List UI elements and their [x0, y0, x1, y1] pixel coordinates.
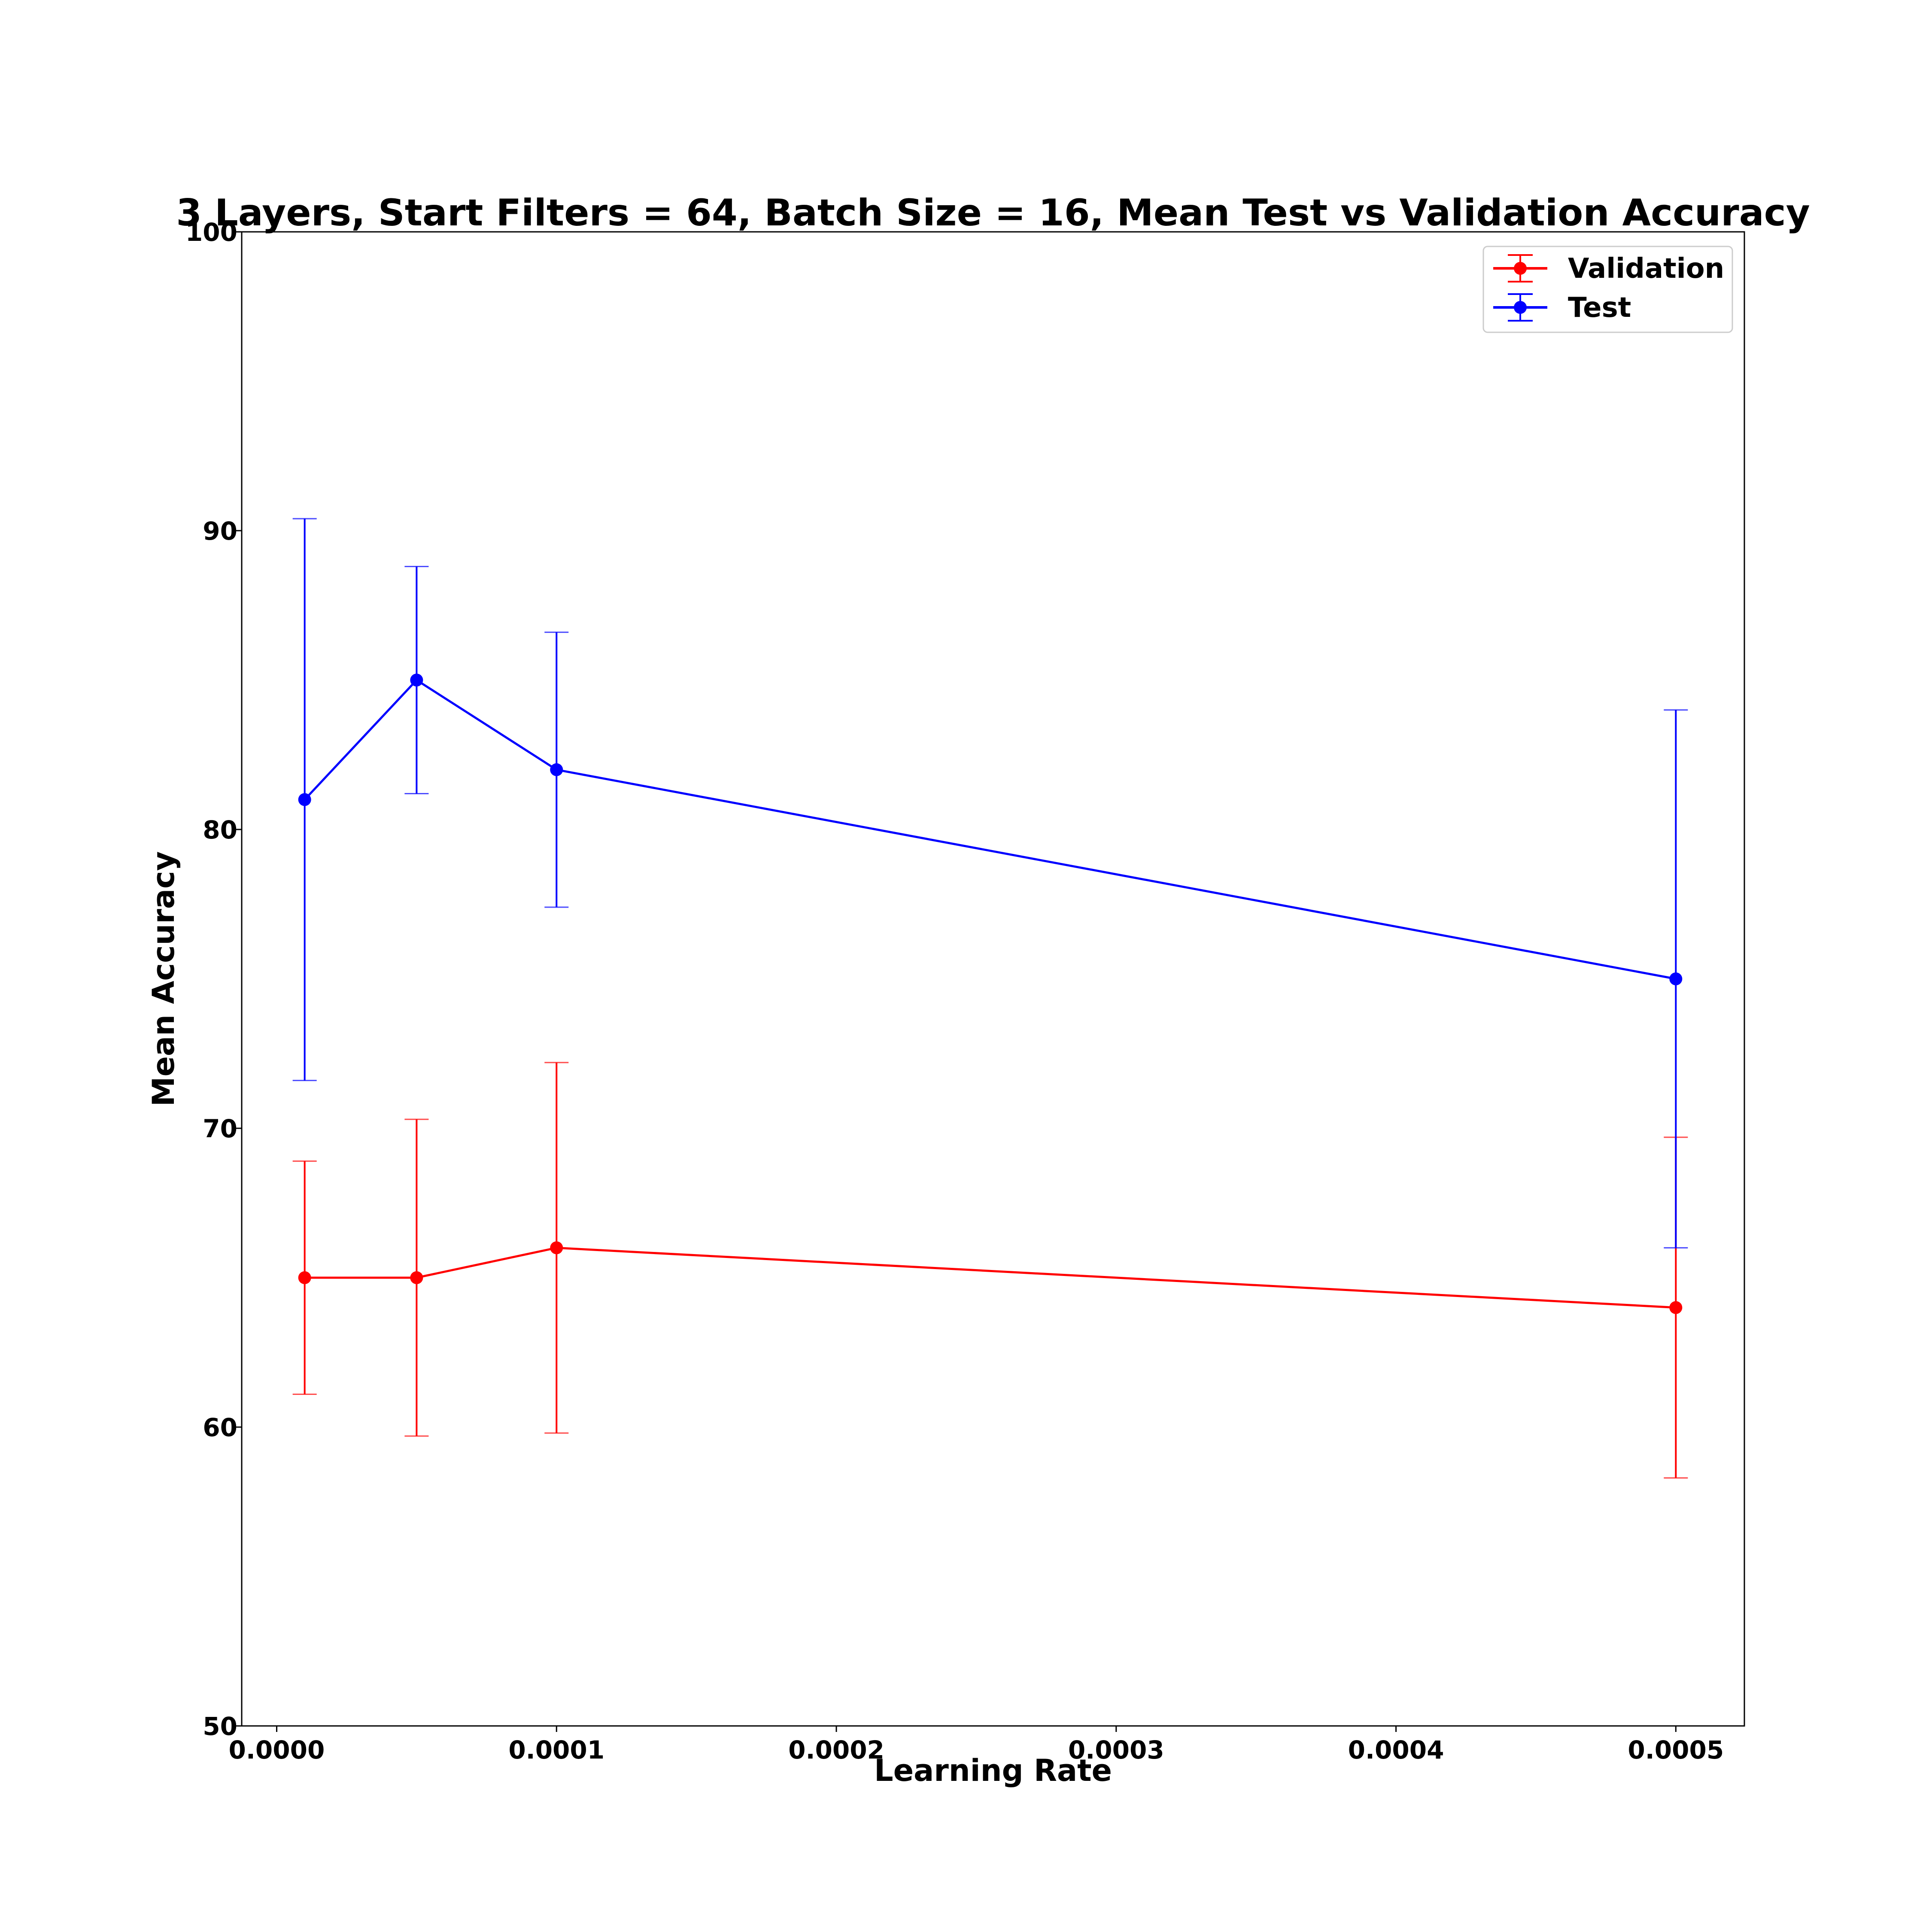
validation-point [410, 1271, 423, 1284]
y-tick-label: 90 [203, 516, 237, 546]
test-line [304, 678, 1676, 980]
x-tick-label: 0.0005 [1628, 1735, 1724, 1765]
x-tick-label: 0.0001 [508, 1735, 605, 1765]
legend-label-validation: Validation [1568, 253, 1724, 285]
validation-point [298, 1271, 311, 1284]
x-tick-label: 0.0000 [229, 1735, 325, 1765]
x-axis-label: Learning Rate [874, 1753, 1112, 1788]
series-validation [292, 1062, 1688, 1479]
test-point [298, 793, 311, 806]
legend-entry-test: Test [1493, 292, 1631, 324]
validation-line [304, 1246, 1676, 1309]
test-point [1669, 972, 1683, 985]
test-point [550, 763, 563, 776]
y-tick-label: 50 [203, 1712, 237, 1741]
x-tick-label: 0.0003 [1068, 1735, 1164, 1765]
plot-frame [241, 231, 1745, 1727]
validation-point [1669, 1301, 1683, 1314]
x-tick-label: 0.0004 [1348, 1735, 1444, 1765]
legend-swatch-test-marker [1514, 301, 1527, 314]
legend: Validation Test [1482, 246, 1733, 333]
y-tick-label: 80 [203, 815, 237, 844]
legend-label-test: Test [1568, 292, 1631, 324]
y-axis: 50 60 70 80 90 100 [185, 218, 242, 1741]
test-point [410, 674, 423, 687]
series-layer [292, 518, 1688, 1479]
y-tick-label: 60 [203, 1413, 237, 1442]
legend-entry-validation: Validation [1493, 253, 1724, 285]
validation-point [550, 1241, 563, 1255]
y-tick-label: 100 [185, 218, 237, 247]
series-test [292, 518, 1688, 1249]
x-tick-label: 0.0002 [788, 1735, 884, 1765]
chart-title: 3 Layers, Start Filters = 64, Batch Size… [176, 191, 1810, 234]
x-axis: 0.0000 0.0001 0.0002 0.0003 0.0004 0.0005 [229, 1726, 1724, 1765]
legend-swatch-validation-marker [1514, 262, 1527, 275]
y-axis-label: Mean Accuracy [146, 851, 181, 1106]
y-tick-label: 70 [203, 1114, 237, 1143]
